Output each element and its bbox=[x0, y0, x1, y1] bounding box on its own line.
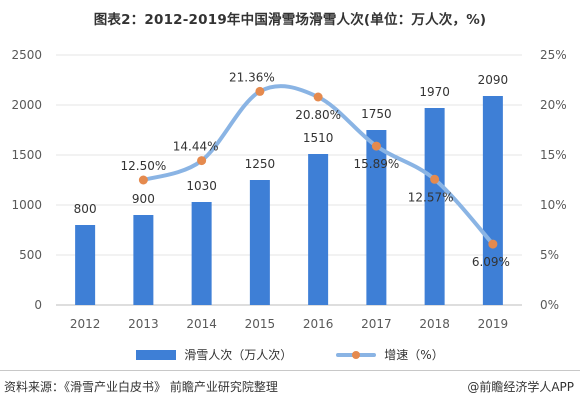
right-tick-label: 10% bbox=[540, 198, 567, 212]
left-tick-label: 0 bbox=[34, 298, 42, 312]
gridlines bbox=[56, 54, 522, 306]
growth-value-label: 6.09% bbox=[472, 255, 510, 269]
x-tick-label: 2012 bbox=[70, 317, 101, 331]
growth-marker bbox=[430, 174, 440, 184]
left-tick-label: 1000 bbox=[11, 198, 42, 212]
legend-swatch-bar bbox=[136, 349, 177, 360]
line-series bbox=[138, 84, 498, 249]
right-tick-label: 5% bbox=[540, 248, 559, 262]
x-tick-label: 2019 bbox=[478, 317, 509, 331]
bar-value-label: 1250 bbox=[245, 157, 276, 171]
bar-value-label: 1510 bbox=[303, 131, 334, 145]
bar bbox=[191, 202, 212, 305]
left-axis-ticks: 0 500 1000 1500 2000 2500 bbox=[11, 48, 42, 312]
x-axis-ticks: 2012 2013 2014 2015 2016 2017 2018 2019 bbox=[70, 317, 508, 331]
credit-note: @前瞻经济学人APP bbox=[467, 380, 574, 394]
right-tick-label: 20% bbox=[540, 98, 567, 112]
legend-label-bar: 滑雪人次（万人次） bbox=[184, 348, 293, 362]
bar-data-labels: 800 900 1030 1250 1510 1750 1970 2090 bbox=[74, 73, 508, 216]
bar-series bbox=[75, 96, 503, 305]
left-tick-label: 2000 bbox=[11, 98, 42, 112]
bar bbox=[482, 96, 503, 305]
legend: 滑雪人次（万人次） 增速（%） bbox=[0, 346, 580, 363]
bar-value-label: 1750 bbox=[361, 107, 392, 121]
x-tick-label: 2017 bbox=[361, 317, 392, 331]
growth-marker bbox=[255, 86, 265, 96]
growth-value-label: 21.36% bbox=[229, 70, 275, 84]
x-tick-label: 2018 bbox=[419, 317, 450, 331]
bar bbox=[249, 180, 270, 305]
legend-item-bar: 滑雪人次（万人次） bbox=[136, 346, 292, 363]
right-tick-label: 15% bbox=[540, 148, 567, 162]
left-tick-label: 1500 bbox=[11, 148, 42, 162]
line-data-labels: 12.50% 14.44% 21.36% 20.80% 15.89% 12.57% 6.09… bbox=[120, 70, 509, 269]
growth-marker bbox=[197, 156, 207, 166]
x-tick-label: 2015 bbox=[245, 317, 276, 331]
growth-value-label: 15.89% bbox=[353, 157, 399, 171]
right-tick-label: 25% bbox=[540, 48, 567, 62]
growth-marker bbox=[488, 239, 498, 249]
x-tick-label: 2013 bbox=[128, 317, 159, 331]
growth-value-label: 20.80% bbox=[295, 108, 341, 122]
bar-value-label: 2090 bbox=[478, 73, 509, 87]
footer-divider bbox=[0, 370, 580, 371]
source-note: 资料来源：《滑雪产业白皮书》 前瞻产业研究院整理 bbox=[4, 380, 278, 394]
chart-title: 图表2：2012-2019年中国滑雪场滑雪人次(单位：万人次，%) bbox=[93, 12, 487, 28]
x-tick-label: 2016 bbox=[303, 317, 334, 331]
left-tick-label: 2500 bbox=[11, 48, 42, 62]
bar bbox=[308, 154, 329, 305]
bar-value-label: 900 bbox=[132, 192, 155, 206]
growth-value-label: 12.57% bbox=[408, 190, 454, 204]
growth-value-label: 12.50% bbox=[120, 159, 166, 173]
right-axis-ticks: 0% 5% 10% 15% 20% 25% bbox=[540, 48, 567, 312]
legend-label-line: 增速（%） bbox=[384, 348, 444, 362]
growth-value-label: 14.44% bbox=[173, 140, 219, 154]
growth-marker bbox=[371, 141, 381, 151]
x-tick-label: 2014 bbox=[186, 317, 217, 331]
bar-value-label: 1970 bbox=[419, 85, 450, 99]
bar bbox=[424, 108, 445, 305]
bar-value-label: 1030 bbox=[186, 179, 217, 193]
bar bbox=[75, 225, 96, 305]
legend-swatch-line bbox=[336, 350, 377, 360]
bar bbox=[366, 130, 387, 305]
bar-value-label: 800 bbox=[74, 202, 97, 216]
growth-marker bbox=[138, 175, 148, 185]
left-tick-label: 500 bbox=[19, 248, 42, 262]
legend-item-line: 增速（%） bbox=[336, 346, 444, 363]
growth-marker bbox=[313, 92, 323, 102]
bar bbox=[133, 215, 154, 305]
combo-chart: 0 500 1000 1500 2000 2500 0% 5% 10% 15% 20% 25% 20… bbox=[11, 48, 567, 331]
right-tick-label: 0% bbox=[540, 298, 559, 312]
